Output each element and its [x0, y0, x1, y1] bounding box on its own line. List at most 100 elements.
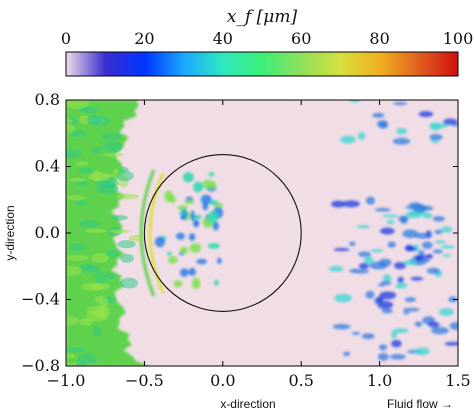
colorbar-tick-label: 100: [443, 29, 474, 48]
x-tick-label: 1.5: [445, 371, 470, 390]
upstream-patch: [103, 141, 123, 153]
upstream-patch: [91, 146, 102, 154]
upstream-patch: [66, 266, 83, 276]
wake-patch: [376, 120, 389, 128]
colorbar-title: x_f [μm]: [227, 7, 298, 27]
wake-patch: [397, 276, 404, 284]
x-tick-label: 0.0: [210, 371, 235, 390]
wake-patch: [405, 246, 417, 252]
wake-patch: [428, 321, 440, 328]
wake-patch: [414, 232, 431, 239]
upstream-texture: [66, 100, 144, 366]
wake-patch: [423, 258, 431, 263]
wake-patch: [426, 267, 440, 274]
y-tick-label: 0.4: [35, 157, 60, 176]
upstream-patch: [75, 360, 87, 366]
front-patch: [196, 258, 208, 265]
wake-patch: [448, 296, 458, 303]
x-axis-label: x-direction: [220, 397, 275, 411]
wake-patch: [370, 249, 384, 253]
y-tick-label: 0.8: [35, 90, 60, 109]
x-tick-label: 1.0: [367, 371, 392, 390]
wake-patch: [444, 341, 458, 346]
wake-patch: [380, 227, 395, 235]
wake-patch: [432, 249, 443, 254]
wake-patch: [389, 354, 406, 360]
wake-patch: [417, 250, 425, 256]
upstream-patch: [105, 272, 116, 280]
upstream-patch: [87, 114, 103, 126]
x-tick-label: 0.5: [288, 371, 313, 390]
flow-direction-label: Fluid flow →: [387, 397, 453, 411]
front-patch: [184, 199, 194, 204]
upstream-patch: [107, 176, 117, 182]
cylinder-front-region: [139, 169, 224, 297]
wake-patch: [395, 282, 408, 289]
wake-patch: [429, 133, 443, 141]
upstream-patch: [84, 228, 108, 233]
x-tick-label: −0.5: [125, 371, 164, 390]
upstream-patch: [77, 264, 101, 273]
wake-patch: [334, 293, 352, 303]
wake-patch: [435, 273, 442, 278]
wake-patch: [434, 240, 447, 244]
wake-patch: [405, 205, 423, 210]
upstream-region: [66, 100, 150, 366]
front-patch: [177, 205, 188, 211]
wake-patch: [403, 311, 410, 315]
front-patch: [191, 277, 201, 290]
y-axis-label: y-direction: [3, 205, 17, 260]
front-patch: [188, 267, 196, 277]
wake-patch: [369, 261, 388, 270]
wake-patch: [372, 112, 385, 118]
wake-patch: [440, 226, 453, 233]
y-tick-label: 0.0: [35, 223, 60, 242]
front-patch: [214, 279, 219, 286]
wake-patch: [404, 296, 417, 303]
upstream-patch: [78, 115, 91, 125]
upstream-patch: [112, 214, 128, 221]
front-patch: [212, 221, 220, 231]
front-patch: [193, 181, 204, 193]
upstream-patch: [128, 234, 144, 242]
upstream-patch: [66, 361, 71, 366]
front-patch: [179, 246, 189, 255]
wake-patch: [414, 321, 423, 327]
wake-patch: [413, 254, 431, 259]
cylinder-outline: [143, 154, 302, 312]
wake-patch: [443, 253, 452, 258]
wake-patch: [351, 331, 361, 335]
wake-patch: [393, 328, 409, 333]
colorbar-tick-label: 80: [369, 29, 389, 48]
wake-patch: [333, 247, 350, 252]
wake-patch: [332, 323, 351, 330]
front-patch: [179, 268, 189, 277]
front-patch: [188, 233, 196, 241]
wake-patch: [376, 296, 384, 304]
wake-patch: [427, 82, 435, 90]
crescent-yellow: [148, 172, 165, 294]
front-patch: [189, 243, 202, 253]
wake-patch: [414, 347, 430, 356]
colorbar-tick-label: 0: [61, 29, 71, 48]
upstream-patch: [69, 242, 86, 252]
wake-patch: [449, 321, 458, 330]
upstream-patch: [105, 249, 120, 258]
wake-patch: [431, 326, 449, 335]
wake-patch: [358, 251, 372, 257]
wake-patch: [375, 84, 384, 91]
crescent-green: [139, 169, 156, 297]
front-patch: [207, 243, 220, 249]
front-patch: [208, 172, 215, 177]
wake-patch: [382, 274, 392, 282]
upstream-patch: [75, 161, 88, 166]
upstream-patch: [90, 283, 110, 290]
wake-patch: [410, 276, 424, 281]
upstream-patch: [66, 100, 89, 110]
wake-patch: [393, 262, 406, 270]
front-patch: [214, 202, 223, 209]
upstream-patch: [109, 229, 130, 234]
front-patch: [200, 194, 212, 204]
wake-patch: [451, 123, 458, 127]
